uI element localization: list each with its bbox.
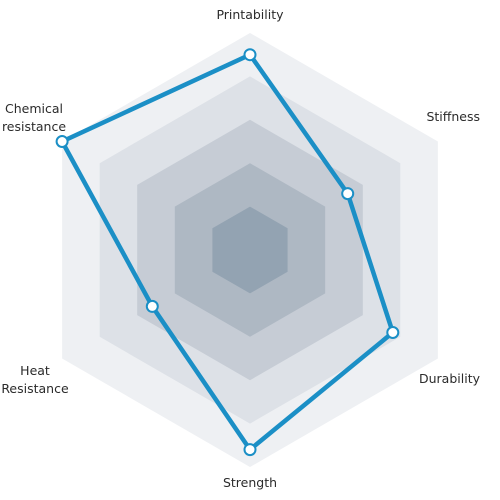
data-point-heat-resistance xyxy=(145,299,159,313)
axis-label-chemical-resistance: Chemical resistance xyxy=(1,101,67,134)
data-point-strength xyxy=(243,443,257,457)
radar-points xyxy=(55,48,400,457)
data-point-chemical-resistance xyxy=(55,135,69,148)
data-point-printability xyxy=(243,48,257,62)
axis-label-stiffness: Stiffness xyxy=(426,109,480,124)
radar-ring-1 xyxy=(212,206,288,294)
data-point-durability xyxy=(386,326,400,339)
radar-rings xyxy=(62,33,438,467)
axis-label-printability: Printability xyxy=(216,7,284,22)
data-point-stiffness xyxy=(341,187,355,201)
axis-label-heat-resistance: Heat Resistance xyxy=(1,363,69,396)
axis-label-strength: Strength xyxy=(222,475,278,490)
axis-label-durability: Durability xyxy=(419,371,480,386)
